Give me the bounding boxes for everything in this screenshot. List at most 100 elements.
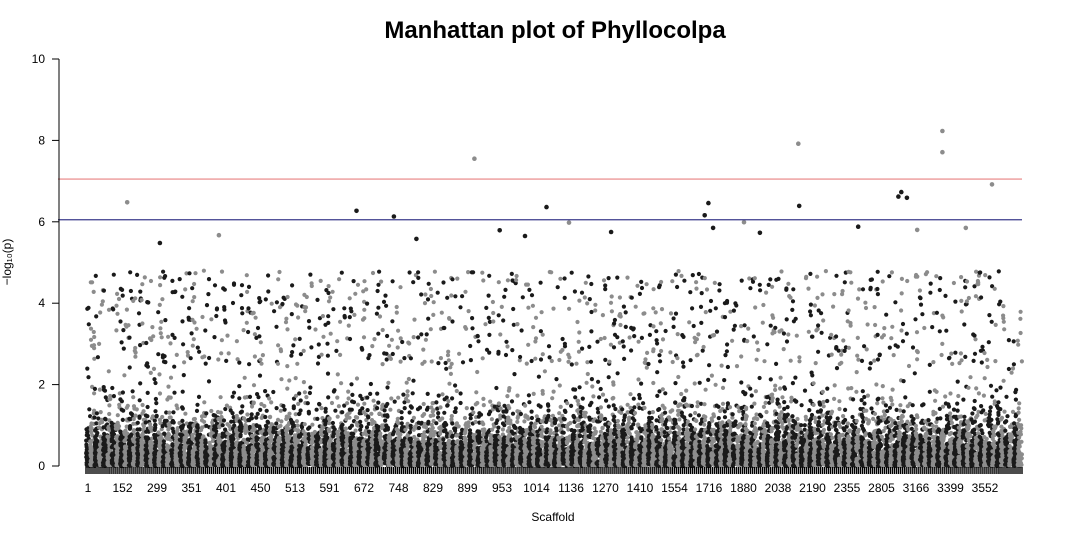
scatter-point bbox=[107, 397, 112, 402]
scatter-point bbox=[349, 435, 354, 440]
scatter-point bbox=[262, 403, 267, 409]
scatter-point bbox=[131, 395, 136, 400]
scatter-point bbox=[143, 447, 148, 452]
scatter-point bbox=[352, 444, 357, 449]
scatter-point bbox=[258, 407, 263, 412]
scatter-point bbox=[378, 434, 383, 439]
scatter-point bbox=[326, 449, 331, 455]
scatter-point bbox=[375, 444, 380, 449]
scatter-point bbox=[163, 360, 168, 365]
scatter-point bbox=[209, 317, 214, 322]
scatter-point bbox=[319, 406, 324, 411]
scatter-point bbox=[141, 424, 146, 429]
scatter-point bbox=[335, 448, 341, 453]
scatter-point bbox=[153, 423, 158, 428]
scatter-point bbox=[203, 361, 208, 366]
scatter-point bbox=[323, 441, 328, 446]
scatter-point bbox=[167, 410, 172, 415]
scatter-point bbox=[331, 307, 336, 312]
scatter-point bbox=[226, 441, 231, 446]
scatter-point bbox=[368, 381, 373, 387]
scatter-point bbox=[369, 418, 375, 423]
scatter-point bbox=[383, 428, 388, 433]
scatter-point bbox=[196, 394, 202, 399]
scatter-point bbox=[379, 279, 384, 284]
scatter-point bbox=[293, 376, 298, 381]
scatter-point bbox=[263, 414, 268, 420]
scatter-point bbox=[375, 391, 380, 396]
scatter-point bbox=[268, 435, 273, 440]
scatter-point bbox=[238, 410, 243, 415]
scatter-point bbox=[267, 396, 272, 401]
scatter-point bbox=[249, 439, 255, 444]
scatter-point bbox=[279, 419, 284, 424]
scatter-point bbox=[162, 420, 167, 426]
scatter-point bbox=[335, 372, 340, 377]
scatter-point bbox=[180, 418, 185, 423]
scatter-point bbox=[199, 454, 204, 459]
scatter-point bbox=[142, 275, 147, 280]
scatter-point bbox=[390, 441, 396, 446]
scatter-point bbox=[225, 333, 230, 338]
scatter-point bbox=[132, 406, 137, 411]
scatter-point bbox=[243, 430, 248, 435]
scatter-point bbox=[114, 303, 119, 308]
scatter-point bbox=[318, 278, 323, 283]
scatter-point bbox=[101, 288, 106, 293]
scatter-point bbox=[339, 424, 344, 429]
scatter-point bbox=[362, 401, 367, 406]
scatter-point bbox=[376, 305, 381, 310]
scatter-point bbox=[131, 416, 136, 422]
scatter-point bbox=[296, 315, 301, 320]
scatter-point bbox=[121, 328, 126, 333]
scatter-point bbox=[160, 297, 165, 302]
scatter-point bbox=[180, 425, 185, 430]
scatter-point bbox=[339, 270, 344, 275]
scatter-point bbox=[189, 331, 194, 336]
scatter-point bbox=[328, 331, 333, 336]
scatter-point bbox=[277, 269, 282, 275]
scatter-point bbox=[249, 412, 254, 417]
scatter-point bbox=[107, 411, 112, 417]
scatter-point bbox=[326, 299, 332, 304]
scatter-point bbox=[161, 269, 166, 274]
scatter-point bbox=[355, 282, 361, 287]
scatter-point bbox=[271, 389, 276, 395]
scatter-point bbox=[92, 415, 97, 420]
scatter-point bbox=[192, 416, 197, 422]
scatter-point bbox=[110, 306, 115, 311]
scatter-point bbox=[331, 434, 336, 439]
scatter-point bbox=[94, 442, 99, 447]
scatter-point bbox=[293, 337, 298, 342]
scatter-point bbox=[135, 272, 140, 277]
scatter-point bbox=[97, 387, 102, 392]
scatter-point bbox=[326, 428, 331, 433]
scatter-point bbox=[140, 402, 145, 408]
scatter-point bbox=[201, 268, 206, 273]
scatter-point bbox=[371, 398, 376, 403]
scatter-point bbox=[153, 396, 158, 402]
chart-title: Manhattan plot of Phyllocolpa bbox=[384, 17, 726, 44]
scatter-point bbox=[111, 394, 116, 399]
scatter-point bbox=[358, 419, 363, 424]
scatter-point bbox=[127, 457, 132, 462]
scatter-point bbox=[170, 332, 175, 337]
scatter-point bbox=[240, 404, 245, 409]
scatter-point bbox=[283, 320, 289, 325]
scatter-point bbox=[188, 356, 193, 361]
scatter-point bbox=[128, 425, 133, 430]
scatter-point bbox=[317, 402, 322, 407]
scatter-point bbox=[212, 447, 217, 452]
scatter-point bbox=[344, 442, 349, 447]
scatter-point bbox=[247, 362, 252, 367]
scatter-point bbox=[242, 375, 247, 380]
scatter-point bbox=[289, 312, 294, 317]
scatter-point bbox=[389, 337, 394, 342]
scatter-point bbox=[356, 437, 361, 442]
scatter-point bbox=[131, 462, 136, 467]
scatter-point bbox=[360, 317, 366, 322]
scatter-point bbox=[89, 439, 94, 444]
scatter-point bbox=[238, 434, 243, 439]
scatter-point bbox=[281, 403, 286, 409]
scatter-point bbox=[384, 357, 389, 362]
